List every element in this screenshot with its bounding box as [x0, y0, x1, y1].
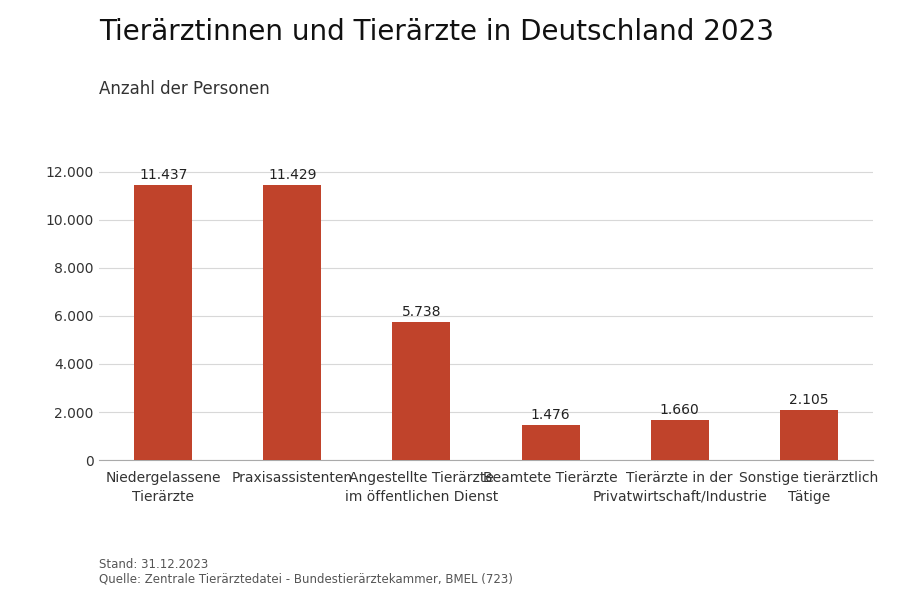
Text: 1.660: 1.660 [660, 404, 699, 417]
Bar [779, 409, 838, 460]
Text: Quelle: Zentrale Tierärztedatei - Bundestierärztekammer, BMEL (723): Quelle: Zentrale Tierärztedatei - Bundes… [99, 572, 513, 585]
Text: 5.738: 5.738 [401, 305, 441, 319]
Text: Tierärztinnen und Tierärzte in Deutschland 2023: Tierärztinnen und Tierärzte in Deutschla… [99, 18, 774, 45]
Text: 11.429: 11.429 [268, 168, 317, 182]
Text: Anzahl der Personen: Anzahl der Personen [99, 80, 270, 98]
Text: 1.476: 1.476 [531, 408, 571, 422]
Bar [651, 420, 708, 460]
Bar [521, 425, 580, 460]
Text: Stand: 31.12.2023: Stand: 31.12.2023 [99, 558, 208, 571]
Bar [134, 185, 193, 460]
Text: 2.105: 2.105 [789, 393, 829, 407]
Text: 11.437: 11.437 [139, 168, 187, 182]
Bar [264, 185, 321, 460]
Bar [392, 322, 451, 460]
